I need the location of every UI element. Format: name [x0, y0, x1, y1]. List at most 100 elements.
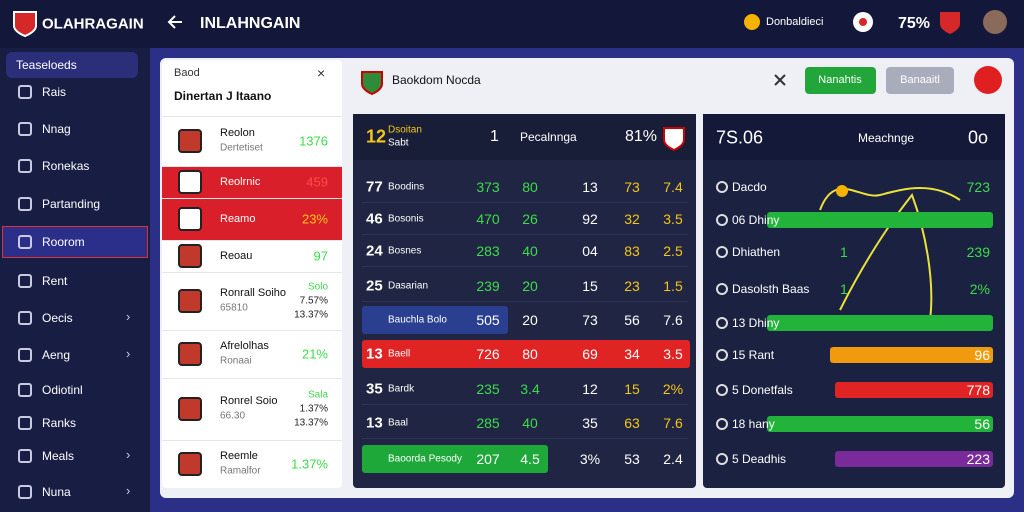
cell: 15 — [582, 278, 598, 294]
menu-item[interactable]: Ronekas — [42, 159, 90, 173]
secondary-label[interactable]: Banaaitl — [900, 74, 940, 86]
cell: 3.4 — [520, 381, 540, 397]
row-name: Afrelolhas — [220, 340, 269, 352]
row-name: Bardk — [388, 383, 415, 395]
primary-label[interactable]: Nanahtis — [818, 74, 862, 86]
menu-item[interactable]: Rent — [42, 274, 68, 288]
cell: 285 — [476, 415, 500, 431]
cell: 239 — [476, 278, 500, 294]
list-row[interactable] — [162, 272, 342, 331]
club-icon[interactable] — [940, 12, 960, 34]
row-label: 06 Dhiny — [732, 213, 780, 227]
menu-icon — [18, 197, 32, 211]
list-row[interactable] — [162, 378, 342, 441]
team-badge — [178, 207, 202, 231]
cell: 92 — [582, 211, 598, 227]
row-highlight[interactable] — [362, 445, 548, 473]
row-name: Baell — [388, 348, 411, 360]
row-value: 723 — [966, 179, 990, 195]
menu-item[interactable]: Meals — [42, 449, 75, 463]
menu-item[interactable]: Partanding — [42, 197, 101, 211]
row-value: 778 — [966, 382, 990, 398]
row-name: Boodins — [388, 181, 425, 193]
cell: 2.5 — [663, 243, 683, 259]
table-logo — [663, 127, 685, 152]
row-sub: Dertetiset — [220, 142, 263, 153]
bar — [767, 416, 993, 432]
cell: 20 — [522, 312, 538, 328]
row-value: 96 — [974, 347, 990, 363]
row-value: 56 — [974, 416, 990, 432]
row-value: 1.37% — [291, 456, 328, 472]
row-icon — [716, 317, 728, 329]
close-icon[interactable] — [774, 74, 786, 86]
menu-icon — [18, 85, 32, 99]
list-row[interactable] — [162, 330, 342, 379]
row-mid: 1 — [840, 244, 848, 260]
row-rank: 35 — [366, 380, 383, 398]
cell: 56 — [624, 312, 640, 328]
team-badge — [178, 244, 202, 268]
back-arrow[interactable] — [167, 15, 182, 29]
menu-item[interactable]: Ranks — [42, 416, 77, 430]
menu-item[interactable]: Aeng — [42, 348, 71, 362]
list-row[interactable] — [162, 240, 342, 273]
cell: 7.4 — [663, 179, 683, 195]
menu-item[interactable]: Nnag — [42, 122, 71, 136]
list-row[interactable] — [162, 440, 342, 489]
card-close[interactable]: × — [317, 65, 326, 81]
cell: 23 — [624, 278, 640, 294]
team-logo — [361, 71, 383, 96]
row-value: 97 — [313, 248, 328, 264]
cell: 373 — [476, 179, 500, 195]
secondary-button[interactable] — [886, 67, 954, 94]
row-rank: 13 — [366, 345, 383, 363]
cell: 2% — [662, 381, 684, 397]
cell: 63 — [624, 415, 640, 431]
row-name: Reemle — [220, 450, 258, 462]
row-rank: 13 — [366, 414, 383, 432]
chevron: › — [126, 447, 131, 462]
cell: 3.5 — [663, 346, 683, 362]
primary-button[interactable] — [805, 67, 876, 94]
chevron: › — [126, 483, 131, 498]
cell: 80 — [522, 346, 538, 362]
row-value: 1376 — [299, 133, 328, 148]
menu-item[interactable]: Odiotinl — [42, 383, 83, 397]
cell: 4.5 — [520, 451, 540, 467]
row-value: 1.37% — [299, 403, 328, 415]
avatar[interactable] — [983, 10, 1007, 34]
match-result: 0o — [968, 127, 989, 148]
menu-icon — [18, 485, 32, 499]
table-name: Dsoitan — [388, 124, 422, 136]
cell: 73 — [624, 179, 640, 195]
menu-item[interactable]: Roorom — [42, 235, 85, 249]
action-circle[interactable] — [974, 66, 1002, 94]
cell: 726 — [476, 346, 500, 362]
row-icon — [716, 453, 728, 465]
list-row[interactable] — [162, 116, 342, 166]
row-value: 21% — [301, 346, 328, 362]
cell: 3.5 — [663, 211, 683, 227]
row-icon — [716, 349, 728, 361]
cell: 32 — [624, 211, 640, 227]
table-sub: Sabt — [388, 137, 409, 149]
row-highlight[interactable] — [362, 340, 690, 368]
row-name: Bosnes — [388, 245, 422, 257]
menu-item[interactable]: Nuna — [42, 485, 71, 499]
row-name: Ronrall Soiho — [220, 287, 287, 299]
team-badge — [178, 397, 202, 421]
cell: 3% — [579, 451, 601, 467]
bar — [835, 451, 993, 467]
menu-icon — [18, 383, 32, 397]
row-value: 223 — [966, 451, 990, 467]
menu-item[interactable]: Oecis — [42, 311, 73, 325]
menu-item[interactable]: Rais — [42, 85, 67, 99]
chevron: › — [126, 309, 131, 324]
cell: 13 — [582, 179, 598, 195]
sidebar — [0, 48, 150, 512]
row-highlight[interactable] — [362, 306, 508, 334]
menu-icon — [18, 235, 32, 249]
